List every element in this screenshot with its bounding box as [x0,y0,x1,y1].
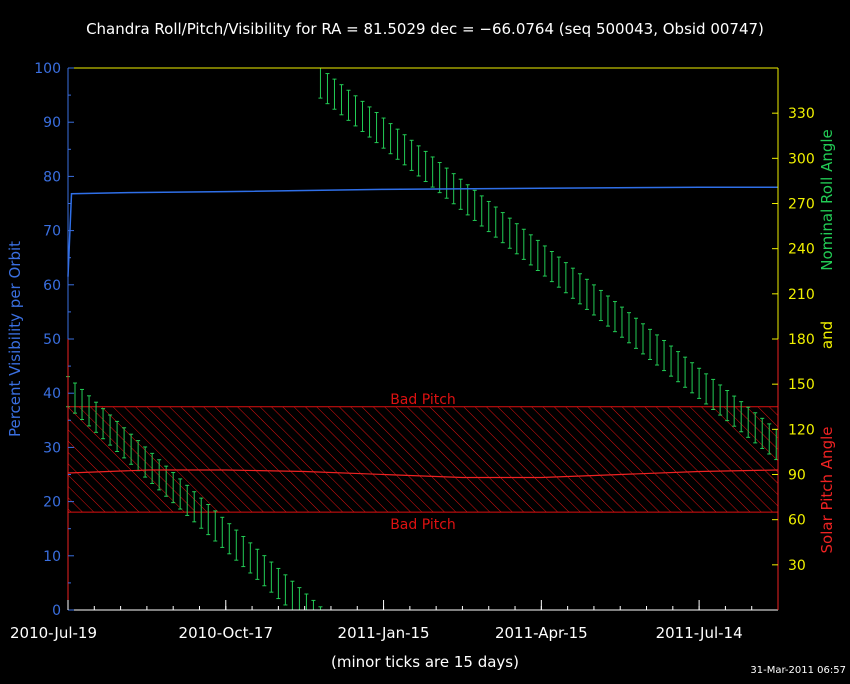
left-axis-tick-label: 0 [52,603,61,619]
right-roll-axis-tick-label: 240 [788,242,815,258]
left-axis-title: Percent Visibility per Orbit [6,241,24,437]
right-axis-title-connector: and [818,321,836,349]
left-axis-tick-label: 10 [43,549,61,565]
left-axis-tick-label: 70 [43,224,61,240]
right-roll-axis-tick-label: 330 [788,106,815,122]
x-axis-tick-label: 2011-Apr-15 [495,624,588,642]
visibility-line [67,186,778,277]
right-pitch-axis-title: Solar Pitch Angle [818,427,836,554]
left-axis-tick-label: 20 [43,495,61,511]
bad-pitch-label-upper: Bad Pitch [390,392,456,408]
bad-pitch-region [68,406,778,513]
left-axis-tick-label: 80 [43,169,61,185]
x-axis-tick-label: 2010-Jul-19 [10,624,97,642]
x-axis-label: (minor ticks are 15 days) [331,653,519,671]
right-roll-axis-tick-label: 210 [788,287,815,303]
left-axis-tick-label: 40 [43,386,61,402]
right-roll-axis-tick-label: 270 [788,197,815,213]
left-axis-tick-label: 50 [43,332,61,348]
right-roll-axis-tick-label: 90 [788,468,806,484]
left-axis-tick-label: 60 [43,278,61,294]
left-axis-tick-label: 30 [43,440,61,456]
bad-pitch-label-lower: Bad Pitch [390,517,456,533]
right-roll-axis-title: Nominal Roll Angle [818,129,836,271]
x-axis-tick-label: 2011-Jan-15 [338,624,430,642]
solar-pitch-line [67,469,779,479]
x-axis-tick-label: 2011-Jul-14 [656,624,743,642]
right-roll-axis-tick-label: 180 [788,332,815,348]
right-roll-axis-tick-label: 120 [788,422,815,438]
right-roll-axis-tick-label: 150 [788,377,815,393]
left-axis-tick-label: 90 [43,115,61,131]
chart-title: Chandra Roll/Pitch/Visibility for RA = 8… [86,20,764,38]
right-roll-axis-tick-label: 30 [788,558,806,574]
left-axis-tick-label: 100 [34,61,61,77]
right-roll-axis-tick-label: 60 [788,513,806,529]
timestamp: 31-Mar-2011 06:57 [750,665,846,676]
x-axis-tick-label: 2010-Oct-17 [179,624,273,642]
right-roll-axis-tick-label: 300 [788,151,815,167]
